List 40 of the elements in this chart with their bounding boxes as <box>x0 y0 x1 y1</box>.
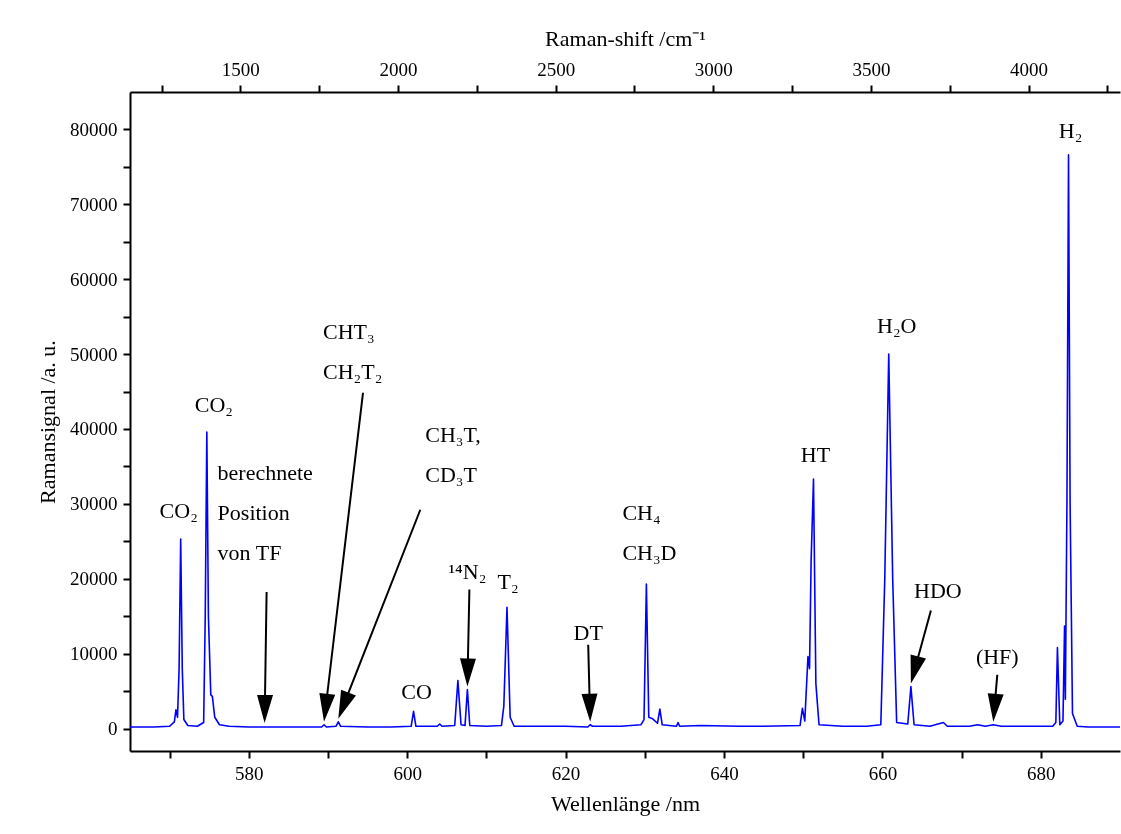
annotation: (HF) <box>975 643 1019 669</box>
annotation: CO <box>401 679 432 705</box>
annotation: ¹⁴N₂ <box>448 558 487 584</box>
annotation: DT <box>573 619 604 645</box>
x-tick-label: 580 <box>235 762 264 784</box>
y-tick-label: 50000 <box>70 343 118 365</box>
y-tick-label: 30000 <box>70 493 118 515</box>
annotation: berechnete Position von TF <box>217 460 313 565</box>
x-tick-label: 680 <box>1027 762 1056 784</box>
x2-axis-title: Raman-shift /cm⁻¹ <box>545 25 706 51</box>
annotation: HDO <box>914 577 962 603</box>
x-tick-label: 620 <box>551 762 581 784</box>
y-tick-label: 10000 <box>70 643 118 665</box>
x2-tick-label: 2000 <box>379 58 418 80</box>
x2-tick-label: 4000 <box>1010 58 1049 80</box>
y-axis-title: Ramansignal /a. u. <box>35 340 60 504</box>
y-tick-label: 70000 <box>70 193 118 215</box>
annotation: CH₄ CH₃D <box>622 500 677 565</box>
x-tick-label: 660 <box>868 762 898 784</box>
annotation: H₂O <box>877 313 917 339</box>
x2-tick-label: 3500 <box>852 58 891 80</box>
y-tick-label: 0 <box>108 718 118 740</box>
annotation: HT <box>800 442 831 468</box>
y-tick-label: 80000 <box>70 118 118 140</box>
x-tick-label: 600 <box>393 762 422 784</box>
annotation: CHT₃ CH₂T₂ <box>323 318 383 384</box>
x-axis-title: Wellenlänge /nm <box>550 790 701 816</box>
x2-tick-label: 3000 <box>694 58 733 80</box>
y-tick-label: 20000 <box>70 568 118 590</box>
annotation: CH₃T, CD₃T <box>425 421 481 487</box>
y-tick-label: 60000 <box>70 268 118 290</box>
x2-tick-label: 2500 <box>537 58 576 80</box>
line-series <box>130 154 1120 728</box>
annotation: CO₂ <box>159 498 198 524</box>
annotation: CO₂ <box>194 391 233 417</box>
x-tick-label: 640 <box>710 762 739 784</box>
y-tick-label: 40000 <box>70 418 118 440</box>
annotation: H₂ <box>1058 117 1083 143</box>
x2-tick-label: 1500 <box>221 58 260 80</box>
annotation: T₂ <box>497 569 519 595</box>
